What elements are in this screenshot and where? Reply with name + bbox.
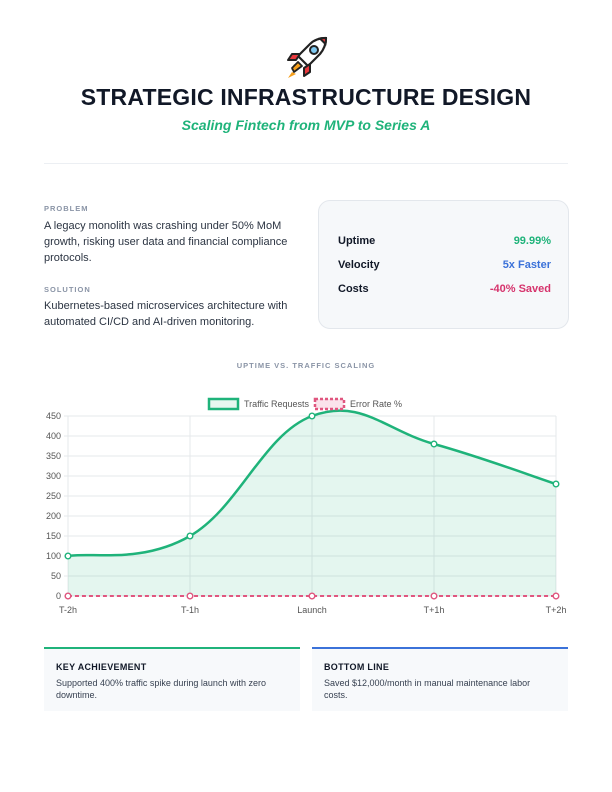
data-point [64, 592, 72, 600]
x-tick-label: T+1h [424, 605, 445, 615]
y-tick-label: 400 [46, 431, 61, 441]
metrics-panel: Uptime 99.99% Velocity 5x Faster Costs -… [318, 200, 569, 329]
metric-costs: Costs -40% Saved [338, 283, 551, 299]
data-point [186, 592, 194, 600]
y-tick-label: 200 [46, 511, 61, 521]
metric-label: Uptime [338, 235, 376, 247]
y-tick-label: 350 [46, 451, 61, 461]
metric-value: -40% Saved [489, 283, 551, 295]
x-tick-label: T+2h [546, 605, 567, 615]
metric-label: Costs [338, 283, 369, 295]
y-tick-label: 0 [56, 591, 61, 601]
key-achievement-card: KEY ACHIEVEMENT Supported 400% traffic s… [44, 647, 300, 711]
page-subtitle: Scaling Fintech from MVP to Series A [181, 117, 431, 133]
data-point [430, 592, 438, 600]
legend-swatch [207, 397, 240, 411]
data-point [64, 552, 72, 560]
card-accent-bar [312, 647, 568, 649]
data-point [308, 592, 316, 600]
traffic-chart: 0 50 100 150 200 250 300 350 400 450 T-2h T-1h Launc… [46, 397, 567, 615]
y-tick-label: 150 [46, 531, 61, 541]
y-tick-label: 300 [46, 471, 61, 481]
x-tick-label: Launch [297, 605, 327, 615]
chart-title: UPTIME VS. TRAFFIC SCALING [236, 361, 376, 370]
metric-value: 99.99% [513, 235, 551, 247]
metric-velocity: Velocity 5x Faster [338, 259, 551, 275]
y-tick-label: 450 [46, 411, 61, 421]
y-tick-label: 250 [46, 491, 61, 501]
legend-label: Traffic Requests [244, 399, 310, 409]
problem-label: PROBLEM [44, 204, 89, 213]
data-point [552, 592, 560, 600]
rocket-icon [287, 36, 328, 78]
card-title: BOTTOM LINE [324, 662, 390, 672]
card-accent-bar [44, 647, 300, 649]
x-tick-label: T-2h [59, 605, 77, 615]
data-point [308, 412, 316, 420]
metric-uptime: Uptime 99.99% [338, 235, 551, 251]
data-point [552, 480, 560, 488]
x-tick-label: T-1h [181, 605, 199, 615]
card-text: Saved $12,000/month in manual maintenanc… [324, 678, 531, 700]
metric-value: 5x Faster [502, 259, 551, 271]
y-tick-label: 50 [51, 571, 61, 581]
series-area [68, 410, 556, 596]
page-title: STRATEGIC INFRASTRUCTURE DESIGN [80, 84, 532, 110]
metric-label: Velocity [338, 259, 380, 271]
legend-label: Error Rate % [350, 399, 402, 409]
y-tick-label: 100 [46, 551, 61, 561]
data-point [186, 532, 194, 540]
bottom-line-card: BOTTOM LINE Saved $12,000/month in manua… [312, 647, 568, 711]
data-point [430, 440, 438, 448]
header-divider [44, 163, 568, 164]
problem-text: A legacy monolith was crashing under 50%… [44, 220, 288, 264]
card-title: KEY ACHIEVEMENT [56, 662, 147, 672]
card-text: Supported 400% traffic spike during laun… [56, 678, 266, 700]
legend-swatch [313, 397, 346, 411]
solution-text: Kubernetes-based microservices architect… [44, 300, 288, 328]
solution-label: SOLUTION [44, 285, 91, 294]
